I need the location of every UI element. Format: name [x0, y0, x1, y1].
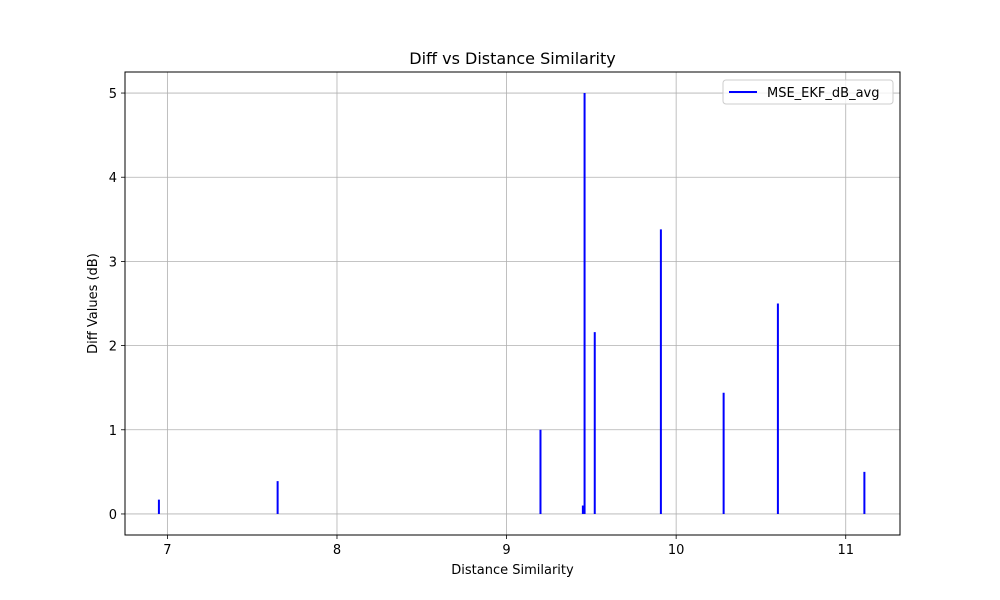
plot-series: [157, 93, 866, 514]
y-tick-label: 2: [109, 340, 117, 355]
x-tick-label: 10: [668, 543, 685, 558]
y-tick-label: 0: [109, 508, 117, 523]
axis-ticks: 7 8 9 10 11 0 1 2 3 4 5: [109, 87, 854, 558]
y-tick-label: 4: [109, 171, 117, 186]
y-tick-label: 1: [109, 424, 117, 439]
y-axis-label: Diff Values (dB): [86, 253, 101, 354]
x-tick-label: 7: [163, 543, 171, 558]
x-axis-label: Distance Similarity: [451, 563, 574, 578]
x-tick-label: 9: [502, 543, 510, 558]
legend-box: [722, 79, 894, 105]
y-tick-label: 5: [109, 87, 117, 102]
chart-title: Diff vs Distance Similarity: [409, 49, 615, 68]
x-tick-label: 11: [837, 543, 854, 558]
legend: MSE_EKF_dB_avg: [722, 79, 894, 105]
x-tick-label: 8: [333, 543, 341, 558]
y-tick-label: 3: [109, 255, 117, 270]
legend-entry-mse-ekf-db-avg: MSE_EKF_dB_avg: [767, 86, 879, 101]
plot-area-frame: [124, 71, 901, 536]
